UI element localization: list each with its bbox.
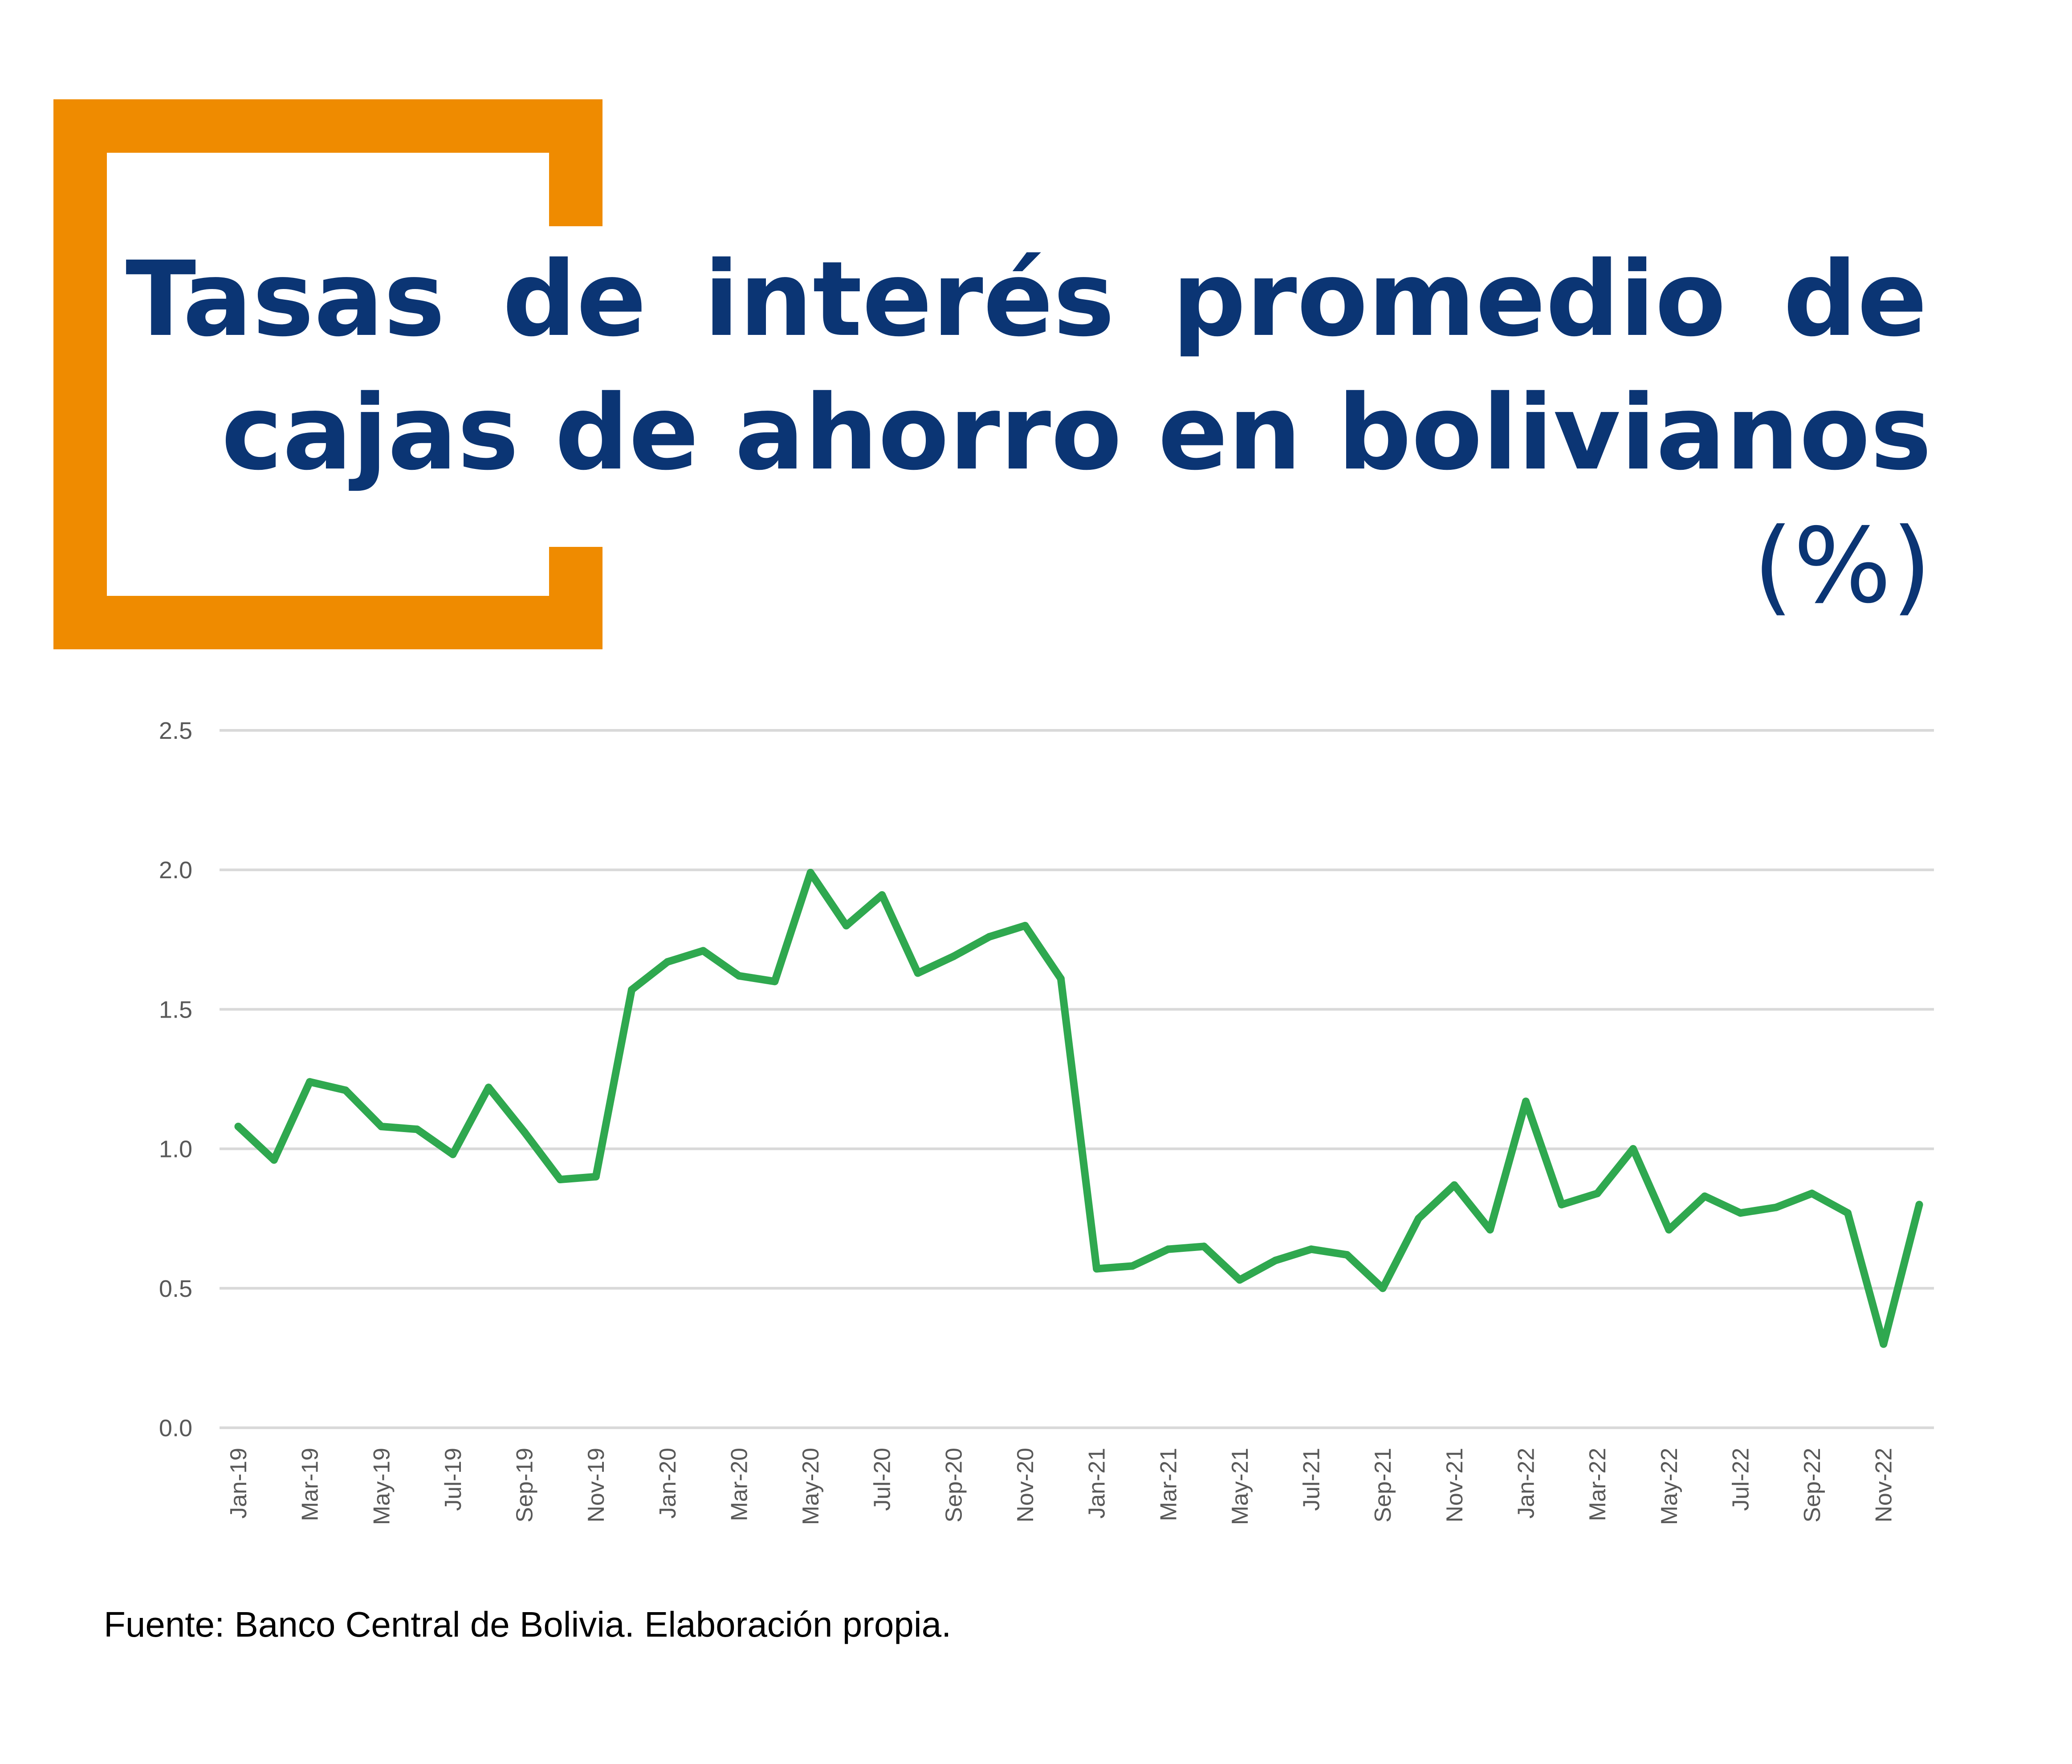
data-point	[306, 1078, 314, 1086]
data-point	[949, 952, 957, 960]
data-point	[914, 969, 922, 977]
data-point	[1415, 1214, 1422, 1222]
series-group	[234, 869, 1923, 1348]
x-tick-label: Sep-22	[1799, 1448, 1825, 1523]
y-tick-label: 0.5	[159, 1275, 192, 1302]
data-point	[342, 1086, 350, 1094]
data-point	[449, 1150, 457, 1158]
data-point	[1093, 1265, 1101, 1273]
x-tick-label: Sep-21	[1370, 1448, 1396, 1523]
data-point	[878, 891, 886, 899]
series-line	[234, 869, 1923, 1348]
data-point	[1236, 1276, 1244, 1284]
x-tick-label: Mar-19	[297, 1448, 323, 1521]
x-tick-label: Jul-21	[1299, 1448, 1325, 1511]
data-point	[806, 869, 814, 876]
data-point	[1772, 1203, 1780, 1211]
data-point	[735, 972, 743, 980]
data-point	[1880, 1340, 1888, 1348]
data-point	[234, 1123, 242, 1130]
data-point	[1379, 1284, 1387, 1292]
data-point	[1915, 1201, 1923, 1209]
data-point	[1629, 1145, 1637, 1153]
x-axis-tick-labels: Jan-19 Mar-19 May-19 Jul-19 Sep-19 Nov-19 Jan-…	[226, 1448, 1897, 1525]
gridlines	[220, 729, 1934, 1429]
data-point	[1844, 1209, 1852, 1217]
y-tick-label: 1.0	[159, 1136, 192, 1163]
data-point	[842, 922, 850, 929]
data-point	[1593, 1190, 1601, 1198]
data-point	[1021, 922, 1029, 929]
y-tick-label: 1.5	[159, 996, 192, 1023]
line-chart: 0.0 0.5 1.0 1.5 2.0 2.5 Jan-19 Mar-19 May-19 Jul…	[159, 717, 1934, 1525]
chart-title-line-1: Tasas de interés promedio de	[126, 239, 1927, 359]
data-point	[1200, 1243, 1208, 1251]
x-tick-label: Jan-21	[1084, 1448, 1110, 1519]
data-point	[270, 1156, 278, 1164]
data-point	[1057, 975, 1065, 982]
x-tick-label: Nov-21	[1442, 1448, 1468, 1523]
data-point	[1486, 1226, 1494, 1234]
data-point	[985, 933, 993, 941]
data-point	[1522, 1097, 1530, 1105]
data-point	[1701, 1192, 1709, 1200]
x-tick-label: May-21	[1227, 1448, 1253, 1525]
data-point	[1307, 1245, 1315, 1253]
x-tick-label: Jan-22	[1513, 1448, 1539, 1519]
y-tick-label: 2.0	[159, 857, 192, 884]
chart-title-unit: (%)	[1753, 506, 1932, 626]
x-tick-label: Nov-20	[1013, 1448, 1038, 1523]
source-note: Fuente: Banco Central de Bolivia. Elabor…	[104, 1605, 952, 1644]
data-point	[664, 958, 672, 966]
data-point	[1736, 1209, 1744, 1217]
x-tick-label: Nov-22	[1871, 1448, 1897, 1523]
data-point	[592, 1173, 600, 1181]
data-point	[771, 978, 779, 986]
data-point	[556, 1176, 564, 1183]
x-tick-label: May-22	[1657, 1448, 1682, 1525]
data-point	[1808, 1190, 1816, 1198]
x-tick-label: May-19	[369, 1448, 395, 1525]
data-point	[1665, 1226, 1673, 1234]
x-tick-label: Mar-22	[1585, 1448, 1611, 1521]
data-point	[521, 1128, 529, 1136]
data-point	[377, 1123, 385, 1130]
x-tick-label: Nov-19	[583, 1448, 609, 1523]
x-tick-label: Jul-20	[870, 1448, 896, 1511]
x-tick-label: Mar-20	[726, 1448, 752, 1521]
chart-title-line-2: cajas de ahorro en bolivianos	[221, 373, 1932, 493]
data-point	[1343, 1251, 1351, 1259]
x-tick-label: May-20	[798, 1448, 824, 1525]
x-tick-label: Jul-19	[440, 1448, 466, 1511]
data-point	[413, 1125, 421, 1133]
x-tick-label: Jan-20	[655, 1448, 681, 1519]
x-tick-label: Sep-19	[512, 1448, 538, 1523]
x-tick-label: Sep-20	[941, 1448, 967, 1523]
y-tick-label: 2.5	[159, 717, 192, 744]
data-point	[1558, 1201, 1566, 1209]
data-point	[628, 986, 635, 994]
data-point	[1128, 1262, 1136, 1270]
data-point	[699, 947, 707, 955]
data-point	[484, 1084, 493, 1092]
data-point	[1271, 1256, 1279, 1264]
y-axis-tick-labels: 0.0 0.5 1.0 1.5 2.0 2.5	[159, 717, 192, 1442]
x-tick-label: Jan-19	[226, 1448, 252, 1519]
x-tick-label: Mar-21	[1156, 1448, 1181, 1521]
x-tick-label: Jul-22	[1728, 1448, 1754, 1511]
y-tick-label: 0.0	[159, 1415, 192, 1442]
data-point	[1164, 1245, 1172, 1253]
data-point	[1450, 1181, 1458, 1189]
